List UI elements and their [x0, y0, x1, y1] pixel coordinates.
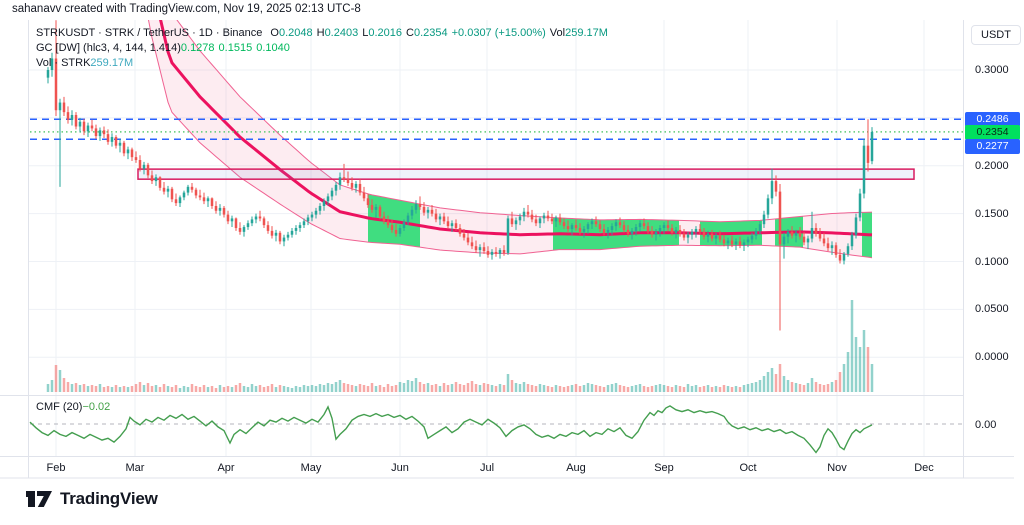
price-tick-label: 0.3000: [975, 64, 1009, 76]
month-label-aug: Aug: [566, 462, 586, 474]
month-label-dec: Dec: [914, 462, 934, 474]
alert-level-badge: 0.2486: [965, 111, 1020, 127]
price-range-box[interactable]: [137, 168, 915, 180]
price-tick-label: 0.2000: [975, 159, 1009, 172]
candlestick-series: [46, 20, 874, 331]
month-label-jun: Jun: [391, 462, 409, 474]
low-value: 0.2016: [368, 27, 402, 39]
cmf-title: CMF (20): [36, 401, 83, 413]
tradingview-logo-icon: [26, 491, 52, 507]
chart-canvas[interactable]: [0, 0, 1024, 505]
volume-indicator-legend-row[interactable]: Vol · STRK259.17M: [36, 57, 137, 69]
attribution-text: sahanavv created with TradingView.com, N…: [12, 3, 361, 15]
price-tick-label: 0.1000: [975, 255, 1009, 268]
month-label-sep: Sep: [654, 462, 674, 474]
month-label-oct: Oct: [739, 462, 757, 474]
gc-upper-value: 0.1515: [218, 42, 253, 54]
high-value: 0.2403: [324, 27, 359, 39]
month-label-jul: Jul: [479, 462, 495, 474]
volume-series: [46, 300, 874, 392]
price-tick-label: 0.0000: [975, 351, 1009, 364]
close-value: 0.2354: [413, 27, 448, 39]
level-lines: [30, 118, 963, 140]
gc-indicator-legend-row[interactable]: GC [DW] (hlc3, 4, 144, 1.414)0.1278 0.151…: [36, 42, 294, 54]
change-value: +0.0307 (+15.00%): [451, 27, 546, 39]
month-label-apr: Apr: [217, 462, 235, 474]
volume-value: 259.17M: [565, 27, 608, 39]
high-label: H: [316, 27, 325, 39]
month-label-may: May: [300, 462, 322, 474]
symbol-title: STRKUSDT · STRK / TetherUS · 1D · Binanc…: [36, 27, 263, 39]
open-label: O: [270, 27, 279, 39]
alert-level-badge: 0.2277: [965, 138, 1020, 154]
last-price-badge: 0.2354: [965, 124, 1020, 140]
month-label-nov: Nov: [827, 462, 847, 474]
gc-mid-value: 0.1278: [180, 42, 215, 54]
price-tick-label: 0.0500: [975, 303, 1009, 316]
price-axis-currency-label[interactable]: USDT: [971, 25, 1021, 45]
symbol-legend-row[interactable]: STRKUSDT · STRK / TetherUS · 1D · Binanc…: [36, 27, 612, 39]
tradingview-wordmark: TradingView: [60, 489, 158, 508]
vol-row-title: Vol · STRK: [36, 57, 91, 69]
low-label: L: [362, 27, 369, 39]
gc-lower-value: 0.1040: [256, 42, 290, 54]
tradingview-branding: TradingView: [26, 489, 158, 509]
month-label-mar: Mar: [125, 462, 145, 474]
open-value: 0.2048: [278, 27, 313, 39]
gc-title: GC [DW] (hlc3, 4, 144, 1.414): [36, 42, 181, 54]
price-tick-label: 0.1500: [975, 207, 1009, 220]
cmf-tick-label: 0.00: [975, 419, 997, 431]
vol-row-value: 259.17M: [90, 57, 134, 69]
pane-borders: [0, 20, 1014, 479]
month-label-feb: Feb: [46, 462, 66, 474]
cmf-legend-row[interactable]: CMF (20)−0.02: [36, 401, 114, 413]
close-label: C: [406, 27, 414, 39]
cmf-indicator: [29, 405, 963, 454]
volume-label: Vol: [549, 27, 566, 39]
cmf-value: −0.02: [82, 401, 111, 413]
